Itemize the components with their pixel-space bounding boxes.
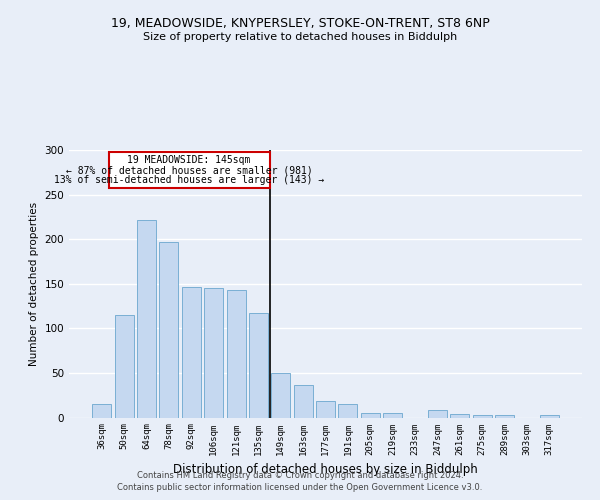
- Bar: [383, 413, 402, 418]
- Text: 19 MEADOWSIDE: 145sqm: 19 MEADOWSIDE: 145sqm: [127, 155, 251, 165]
- Bar: [204, 288, 223, 418]
- Y-axis label: Number of detached properties: Number of detached properties: [29, 202, 39, 366]
- Text: 19, MEADOWSIDE, KNYPERSLEY, STOKE-ON-TRENT, ST8 6NP: 19, MEADOWSIDE, KNYPERSLEY, STOKE-ON-TRE…: [110, 18, 490, 30]
- Bar: [338, 404, 358, 417]
- Text: Contains HM Land Registry data © Crown copyright and database right 2024.: Contains HM Land Registry data © Crown c…: [137, 472, 463, 480]
- Bar: [115, 315, 134, 418]
- Bar: [92, 404, 112, 417]
- Bar: [450, 414, 469, 418]
- Bar: [182, 288, 201, 418]
- Bar: [137, 220, 156, 418]
- Text: Size of property relative to detached houses in Biddulph: Size of property relative to detached ho…: [143, 32, 457, 42]
- Bar: [271, 373, 290, 418]
- Text: 13% of semi-detached houses are larger (143) →: 13% of semi-detached houses are larger (…: [54, 176, 324, 186]
- Bar: [316, 402, 335, 417]
- Bar: [361, 413, 380, 418]
- Bar: [539, 415, 559, 418]
- Text: ← 87% of detached houses are smaller (981): ← 87% of detached houses are smaller (98…: [65, 165, 313, 175]
- Bar: [495, 415, 514, 418]
- Bar: [473, 415, 491, 418]
- Bar: [160, 242, 178, 418]
- Bar: [249, 313, 268, 418]
- Bar: [428, 410, 447, 418]
- Text: Contains public sector information licensed under the Open Government Licence v3: Contains public sector information licen…: [118, 483, 482, 492]
- X-axis label: Distribution of detached houses by size in Biddulph: Distribution of detached houses by size …: [173, 463, 478, 476]
- Bar: [293, 384, 313, 418]
- Bar: [227, 290, 245, 418]
